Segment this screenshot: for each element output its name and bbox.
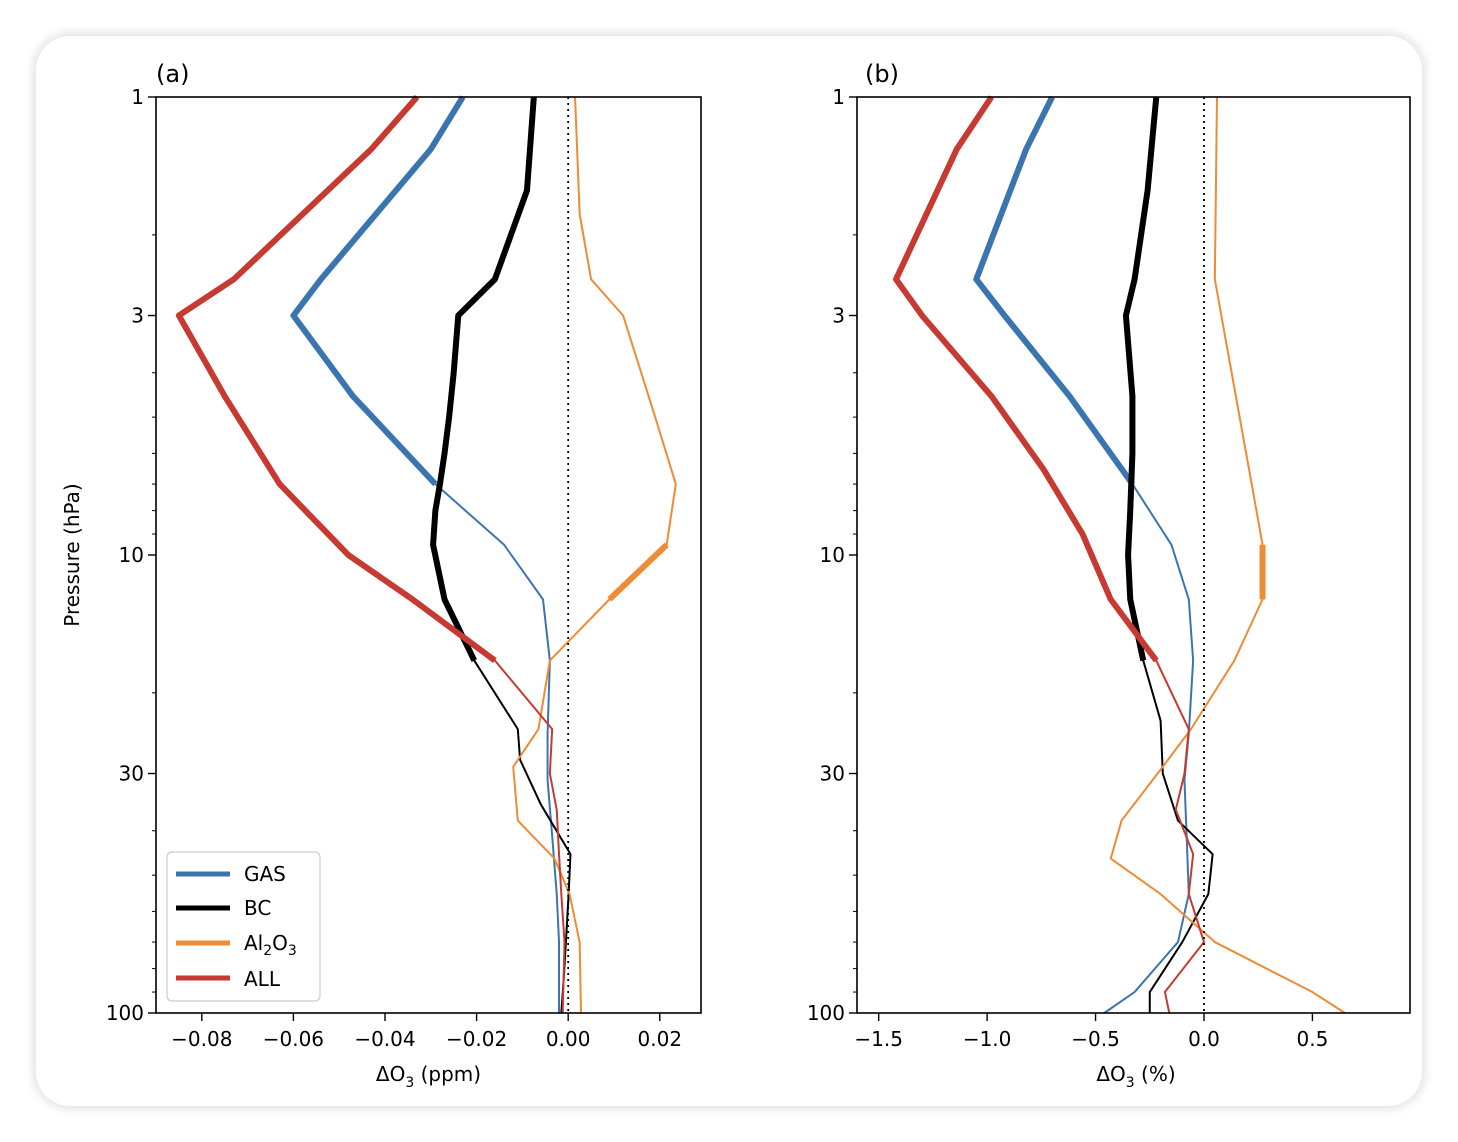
panel-b: (b) −1.5 −1.0 −0.5 0.0 0.5 1 3 10 30 100 ΔO3 (%) xyxy=(807,60,1411,1091)
panel-a-y-ticks: 1 3 10 30 100 xyxy=(106,85,156,1025)
panel-a-x-tick-label: 0.00 xyxy=(546,1027,591,1051)
panel-b-y-tick-label: 1 xyxy=(832,85,845,109)
panel-b-y-tick-label: 30 xyxy=(820,762,845,786)
legend-label-al2o3: Al2O3 xyxy=(244,931,297,959)
panel-b-y-tick-label: 10 xyxy=(820,543,845,567)
legend: GAS BC Al2O3 ALL xyxy=(166,851,321,1002)
panel-b-series xyxy=(893,95,1346,1014)
panel-a-series-bc-thin xyxy=(432,96,572,1014)
panel-a-x-axis-label: ΔO3 (ppm) xyxy=(376,1062,481,1091)
panel-b-x-tick-label: −1.5 xyxy=(854,1027,903,1051)
panel-b-x-axis-label: ΔO3 (%) xyxy=(1096,1062,1175,1091)
legend-label-gas: GAS xyxy=(244,862,286,886)
panel-a-y-tick-label: 30 xyxy=(119,762,144,786)
panel-b-y-ticks: 1 3 10 30 100 xyxy=(807,85,857,1025)
panel-b-y-tick-label: 3 xyxy=(832,304,845,328)
panel-b-series-alo-thin xyxy=(1109,96,1346,1014)
panel-a-series xyxy=(175,95,677,1014)
panel-a-x-ticks: −0.08 −0.06 −0.04 −0.02 0.00 0.02 xyxy=(171,1013,682,1051)
panel-a-x-tick-label: 0.02 xyxy=(638,1027,683,1051)
panel-a-y-tick-label: 1 xyxy=(131,85,144,109)
legend-label-all: ALL xyxy=(244,967,281,991)
panel-b-x-tick-label: 0.5 xyxy=(1297,1027,1329,1051)
panel-b-x-tick-label: 0.0 xyxy=(1188,1027,1220,1051)
panel-a-title: (a) xyxy=(156,60,189,88)
panel-b-x-ticks: −1.5 −1.0 −0.5 0.0 0.5 xyxy=(854,1013,1328,1051)
panel-b-series-gas-thin xyxy=(975,96,1195,1014)
panel-a-x-tick-label: −0.02 xyxy=(446,1027,507,1051)
panel-a-x-tick-label: −0.08 xyxy=(171,1027,232,1051)
panel-a-y-tick-label: 10 xyxy=(119,543,144,567)
panel-a-series-bc-thick xyxy=(430,96,537,662)
panel-b-y-tick-label: 100 xyxy=(807,1001,845,1025)
panel-b-x-tick-label: −0.5 xyxy=(1071,1027,1120,1051)
panel-a-series-all-thick xyxy=(175,95,497,663)
panel-a-y-tick-label: 3 xyxy=(131,304,144,328)
panel-a-series-alo-thin xyxy=(512,96,677,1014)
panel-a-series-gas-thick xyxy=(290,95,466,487)
panel-b-x-tick-label: −1.0 xyxy=(963,1027,1012,1051)
panel-a-y-axis-label: Pressure (hPa) xyxy=(60,483,84,626)
panel-b-series-all-thin xyxy=(895,96,1205,1014)
panel-b-series-bc-thick xyxy=(1122,96,1160,662)
panel-a-series-gas-thin xyxy=(292,96,561,1013)
panel-a-x-tick-label: −0.06 xyxy=(263,1027,324,1051)
panel-b-series-all-thick xyxy=(893,95,1159,663)
panel-a-y-tick-label: 100 xyxy=(106,1001,144,1025)
legend-label-bc: BC xyxy=(244,896,271,920)
panel-a-series-alo-thick xyxy=(607,542,669,602)
legend-box xyxy=(166,851,321,1002)
panel-a: (a) −0.08 −0.06 −0.04 −0.02 0.00 0.02 1310301… xyxy=(60,60,702,1091)
panel-b-title: (b) xyxy=(865,60,899,88)
panel-b-series-gas-thick xyxy=(973,95,1135,486)
panel-a-x-tick-label: −0.04 xyxy=(354,1027,415,1051)
